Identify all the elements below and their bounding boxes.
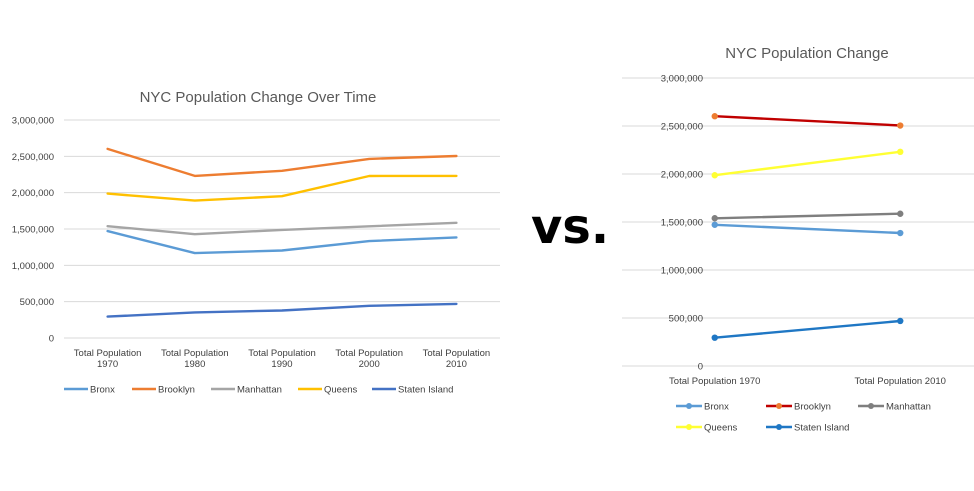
chart-title: NYC Population Change: [725, 45, 888, 62]
y-tick-label: 2,000,000: [12, 188, 54, 199]
series-line: [713, 319, 902, 339]
data-point: [711, 215, 718, 222]
legend-label: Bronx: [90, 385, 115, 396]
y-tick-label: 3,000,000: [12, 116, 54, 127]
y-tick-label: 3,000,000: [661, 74, 703, 85]
legend-label: Brooklyn: [158, 385, 195, 396]
legend-label: Manhattan: [237, 385, 282, 396]
legend-label: Queens: [324, 385, 358, 396]
chart-title: NYC Population Change Over Time: [140, 89, 377, 106]
y-tick-label: 1,500,000: [12, 225, 54, 236]
x-tick-label: Total Population 2000: [335, 348, 403, 370]
y-tick-label: 2,500,000: [661, 122, 703, 133]
series-line: [106, 174, 458, 202]
data-point: [897, 122, 904, 129]
legend-marker: [776, 424, 782, 430]
series-line: [713, 212, 902, 220]
versus-label: vs.: [531, 199, 609, 255]
y-tick-label: 2,000,000: [661, 170, 703, 181]
y-tick-label: 1,000,000: [12, 261, 54, 272]
data-point: [897, 148, 904, 156]
legend-marker: [776, 403, 782, 409]
legend-label: Brooklyn: [794, 402, 831, 413]
data-point: [711, 334, 718, 341]
series-line: [106, 302, 458, 318]
series-line: [106, 221, 458, 236]
y-tick-label: 1,500,000: [661, 218, 703, 229]
legend-marker: [868, 403, 874, 409]
y-tick-label: 2,500,000: [12, 152, 54, 163]
x-tick-label: Total Population 1990: [248, 348, 316, 370]
x-tick-label: Total Population 2010: [855, 376, 946, 387]
y-tick-label: 500,000: [669, 314, 703, 325]
series-line: [106, 229, 458, 255]
x-tick-label: Total Population 1980: [161, 348, 229, 370]
legend-label: Queens: [704, 423, 738, 434]
legend-label: Staten Island: [794, 423, 849, 434]
series-line: [713, 150, 902, 177]
data-point: [897, 210, 904, 217]
x-tick-label: Total Population 1970: [74, 348, 142, 370]
y-tick-label: 500,000: [20, 297, 54, 308]
data-point: [711, 221, 718, 228]
series-line: [106, 147, 458, 178]
x-tick-label: Total Population 2010: [423, 348, 491, 370]
y-tick-label: 0: [698, 362, 703, 373]
legend-marker: [686, 403, 692, 409]
series-line: [713, 114, 902, 127]
line-chart-over-time: NYC Population Change Over Time 0 500,000 1…: [12, 89, 500, 396]
legend-label: Bronx: [704, 402, 729, 413]
line-chart-endpoints: NYC Population Change 0 500,000 1,000,000 1,…: [622, 45, 974, 434]
legend-label: Manhattan: [886, 402, 931, 413]
data-point: [711, 172, 718, 179]
data-point: [897, 317, 904, 325]
x-tick-label: Total Population 1970: [669, 376, 760, 387]
series-line: [713, 223, 902, 235]
data-point: [897, 229, 904, 237]
legend-label: Staten Island: [398, 385, 453, 396]
y-tick-label: 1,000,000: [661, 266, 703, 277]
legend-marker: [686, 424, 692, 430]
y-tick-label: 0: [49, 334, 54, 345]
data-point: [711, 113, 718, 120]
